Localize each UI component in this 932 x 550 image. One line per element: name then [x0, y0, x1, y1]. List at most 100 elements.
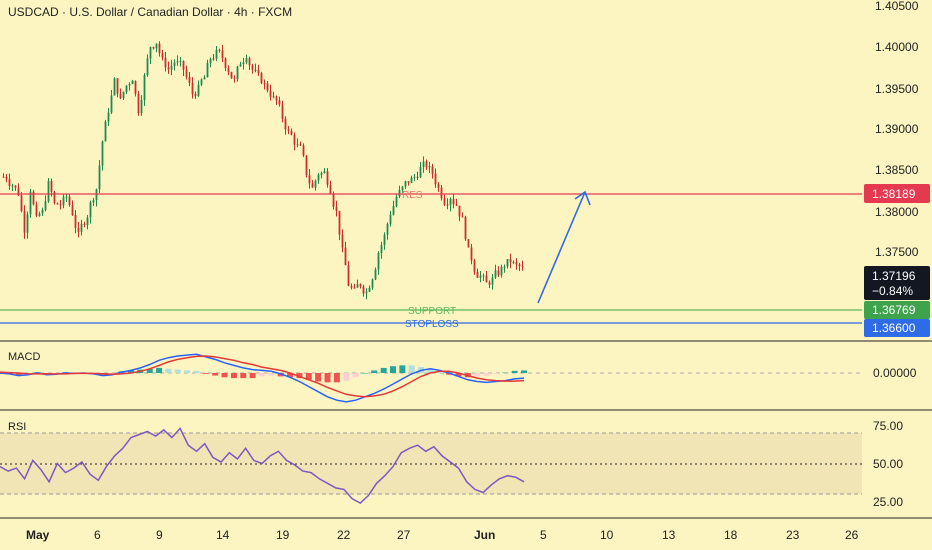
- price-axis[interactable]: 1.40500 1.40000 1.39500 1.39000 1.38500 …: [875, 0, 919, 259]
- candle-body: [80, 223, 83, 232]
- candle-body: [158, 43, 161, 54]
- candle-body: [494, 270, 497, 278]
- candle-body: [113, 78, 116, 96]
- macd-histogram-bar: [287, 373, 294, 378]
- candle-body: [47, 181, 50, 202]
- candle-body: [455, 204, 458, 206]
- candle-body: [17, 187, 20, 196]
- macd-histogram-bar: [436, 372, 443, 373]
- candle-body: [206, 63, 209, 78]
- resistance-price-value: 1.38189: [872, 187, 916, 201]
- candle-body: [104, 121, 107, 142]
- macd-axis-tick: 0.00000: [873, 366, 917, 380]
- candle-body: [350, 285, 353, 288]
- candle-body: [500, 266, 503, 276]
- macd-title: MACD: [8, 351, 40, 363]
- candle-body: [347, 265, 350, 286]
- candle-body: [248, 58, 251, 66]
- candle-body: [215, 49, 218, 59]
- macd-histogram-bar: [109, 373, 116, 374]
- resistance-label: RES: [402, 190, 423, 201]
- candle-body: [326, 171, 329, 185]
- candle-body: [77, 227, 80, 232]
- candle-body: [257, 69, 260, 74]
- candle-body: [41, 209, 44, 214]
- candle-body: [410, 177, 413, 183]
- candle-body: [335, 206, 338, 211]
- candle-body: [518, 264, 521, 266]
- candle-body: [11, 185, 14, 187]
- candle-body: [71, 205, 74, 216]
- price-tick: 1.39000: [875, 122, 919, 136]
- macd-histogram-bar: [390, 366, 396, 373]
- candle-body: [425, 161, 428, 168]
- candle-body: [185, 69, 188, 77]
- candle-body: [359, 284, 362, 287]
- candle-body: [62, 196, 65, 206]
- candle-body: [8, 179, 11, 186]
- candle-body: [119, 93, 122, 99]
- candle-body: [83, 223, 86, 225]
- candle-body: [512, 261, 515, 263]
- candle-body: [428, 166, 431, 168]
- candle-body: [491, 277, 494, 285]
- candle-body: [107, 112, 110, 122]
- price-tick: 1.40500: [875, 0, 919, 13]
- candle-body: [407, 181, 410, 183]
- candle-body: [320, 173, 323, 175]
- time-tick: 10: [600, 528, 614, 542]
- candle-body: [302, 145, 305, 156]
- candle-body: [521, 265, 524, 267]
- stoploss-label: STOPLOSS: [405, 319, 459, 330]
- candle-body: [53, 191, 56, 204]
- candle-body: [440, 187, 443, 199]
- signal-line: [0, 355, 525, 398]
- candle-body: [74, 215, 77, 228]
- candle-body: [131, 80, 134, 85]
- projection-arrow[interactable]: [537, 190, 591, 304]
- candle-body: [167, 67, 170, 70]
- price-tick: 1.40000: [875, 40, 919, 54]
- candle-body: [434, 173, 437, 185]
- macd-histogram-bar: [455, 373, 462, 377]
- macd-histogram-bar: [315, 373, 322, 382]
- candle-body: [509, 259, 512, 262]
- candle-body: [389, 214, 392, 224]
- candle-body: [209, 58, 212, 64]
- candle-body: [380, 245, 383, 254]
- candle-body: [263, 83, 266, 85]
- candle-body: [143, 75, 146, 100]
- time-tick: 27: [397, 528, 411, 542]
- candle-body: [110, 95, 113, 113]
- candle-body: [14, 185, 17, 188]
- candle-body: [392, 206, 395, 215]
- candle-body: [401, 186, 404, 191]
- candle-body: [290, 130, 293, 135]
- candle-body: [362, 286, 365, 294]
- candle-body: [332, 193, 335, 207]
- macd-histogram-bar: [174, 369, 181, 373]
- macd-histogram-bar: [474, 373, 481, 377]
- candle-body: [464, 216, 467, 240]
- macd-histogram-bar: [352, 373, 359, 378]
- time-tick: 22: [337, 528, 351, 542]
- candle-body: [458, 205, 461, 217]
- candle-body: [182, 60, 185, 70]
- time-tick: 26: [845, 528, 859, 542]
- candle-body: [212, 58, 215, 60]
- candle-body: [446, 204, 449, 206]
- candle-body: [365, 291, 368, 294]
- candle-body: [134, 80, 137, 94]
- candle-body: [416, 176, 419, 178]
- candle-body: [443, 198, 446, 205]
- candle-body: [452, 199, 455, 205]
- candle-body: [311, 183, 314, 188]
- candle-body: [413, 176, 416, 178]
- candle-body: [44, 201, 47, 210]
- macd-histogram-bar: [511, 370, 518, 373]
- candle-body: [65, 196, 68, 198]
- time-axis[interactable]: May 6 9 14 19 22 27 Jun 5 10 13 18 23 26: [26, 528, 859, 542]
- macd-histogram-bar: [305, 373, 312, 380]
- macd-histogram-bar: [128, 370, 134, 373]
